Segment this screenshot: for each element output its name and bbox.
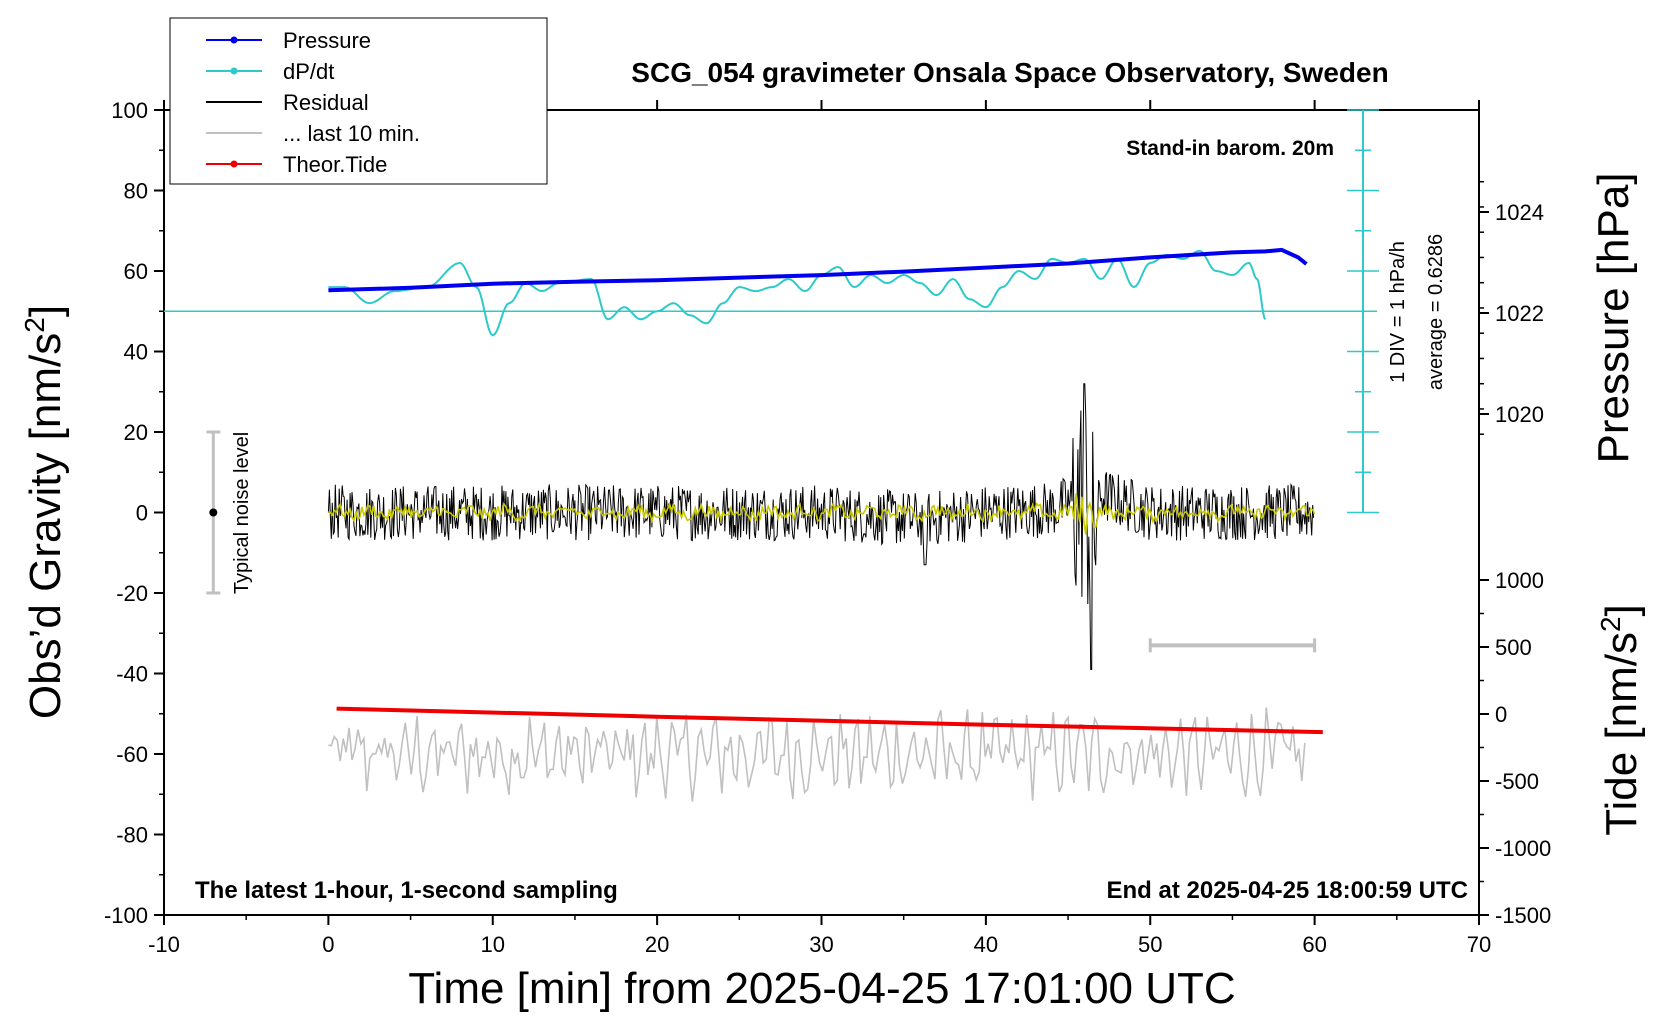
y-tick-label: -20	[116, 581, 148, 606]
tide-axis-ticks: 1000 500 0 -500 -1000 -1500	[1479, 568, 1551, 928]
y-tick-label: 40	[124, 340, 148, 365]
tide-line	[336, 706, 1323, 735]
legend-label: Residual	[283, 90, 369, 115]
tide-axis-label: Tide [nm/s2]	[1595, 604, 1646, 836]
series-last-10-min	[328, 493, 1316, 535]
x-tick-label: 70	[1467, 932, 1491, 957]
y-tick-label: -40	[116, 662, 148, 687]
average-label: average = 0.6286	[1425, 234, 1447, 390]
tide-tick-label: -500	[1495, 769, 1539, 794]
x-tick-label: 40	[974, 932, 998, 957]
pressure-axis-ticks: 1024 1022 1020	[1479, 180, 1544, 435]
series-lower-gray-trace	[328, 707, 1306, 802]
x-axis-label: Time [min] from 2025-04-25 17:01:00 UTC	[408, 964, 1235, 1013]
pressure-tick-label: 1024	[1495, 200, 1544, 225]
legend-marker	[230, 160, 238, 168]
chart-title: SCG_054 gravimeter Onsala Space Observat…	[631, 57, 1388, 88]
y-tick-label: 0	[136, 501, 148, 526]
y-axis-ticks: 100 80 60 40 20 0 -20 -40 -60 -80 -100	[104, 98, 164, 928]
pressure-line	[328, 247, 1308, 293]
x-tick-label: 60	[1302, 932, 1326, 957]
legend-label: Theor.Tide	[283, 152, 387, 177]
bottom-right-note: End at 2025-04-25 18:00:59 UTC	[1107, 877, 1469, 904]
tide-tick-label: -1000	[1495, 836, 1551, 861]
legend-marker	[230, 67, 238, 75]
bottom-left-note: The latest 1-hour, 1-second sampling	[195, 877, 618, 904]
y-tick-label: -60	[116, 742, 148, 767]
gray-scale-bar	[1148, 638, 1317, 653]
legend: Pressure dP/dt Residual ... last 10 min. The…	[169, 17, 548, 185]
x-tick-label: 20	[645, 932, 669, 957]
x-axis-ticks: -10 0 10 20 30 40 50 60 70	[148, 100, 1491, 957]
legend-label: dP/dt	[283, 59, 334, 84]
pressure-tick-label: 1022	[1495, 301, 1544, 326]
legend-marker	[230, 36, 238, 44]
x-tick-label: 30	[809, 932, 833, 957]
y-axis-label: Obs’d Gravity [nm/s2]	[19, 305, 70, 719]
dpdt-div-scale	[1347, 109, 1379, 514]
y-tick-label: 60	[124, 259, 148, 284]
barometer-note: Stand-in barom. 20m	[1126, 137, 1334, 160]
pressure-axis-label: Pressure [hPa]	[1589, 172, 1638, 463]
series-dpdt	[164, 249, 1378, 337]
x-tick-label: 10	[481, 932, 505, 957]
y-tick-label: 20	[124, 420, 148, 445]
y-tick-label: -80	[116, 823, 148, 848]
x-tick-label: 0	[322, 932, 334, 957]
x-tick-label: -10	[148, 932, 180, 957]
x-tick-label: 50	[1138, 932, 1162, 957]
y-tick-label: 80	[124, 179, 148, 204]
y-tick-label: 100	[111, 98, 148, 123]
tide-tick-label: 0	[1495, 702, 1507, 727]
y-tick-label: -100	[104, 903, 148, 928]
residual-line	[327, 383, 1315, 670]
tide-tick-label: 500	[1495, 635, 1532, 660]
legend-label: ... last 10 min.	[283, 121, 420, 146]
last10-line	[328, 493, 1316, 535]
noise-label: Typical noise level	[231, 432, 253, 594]
legend-label: Pressure	[283, 28, 371, 53]
tide-tick-label: 1000	[1495, 568, 1544, 593]
dpdt-line	[328, 249, 1267, 337]
tide-tick-label: -1500	[1495, 903, 1551, 928]
series-residual	[327, 383, 1315, 670]
series-pressure	[328, 247, 1308, 293]
series-theor-tide	[336, 706, 1323, 735]
pressure-tick-label: 1020	[1495, 402, 1544, 427]
noise-bar-dot	[209, 508, 218, 517]
noise-level-bar	[206, 430, 221, 595]
gray-trace-line	[328, 707, 1306, 802]
div-label: 1 DIV = 1 hPa/h	[1387, 241, 1409, 383]
